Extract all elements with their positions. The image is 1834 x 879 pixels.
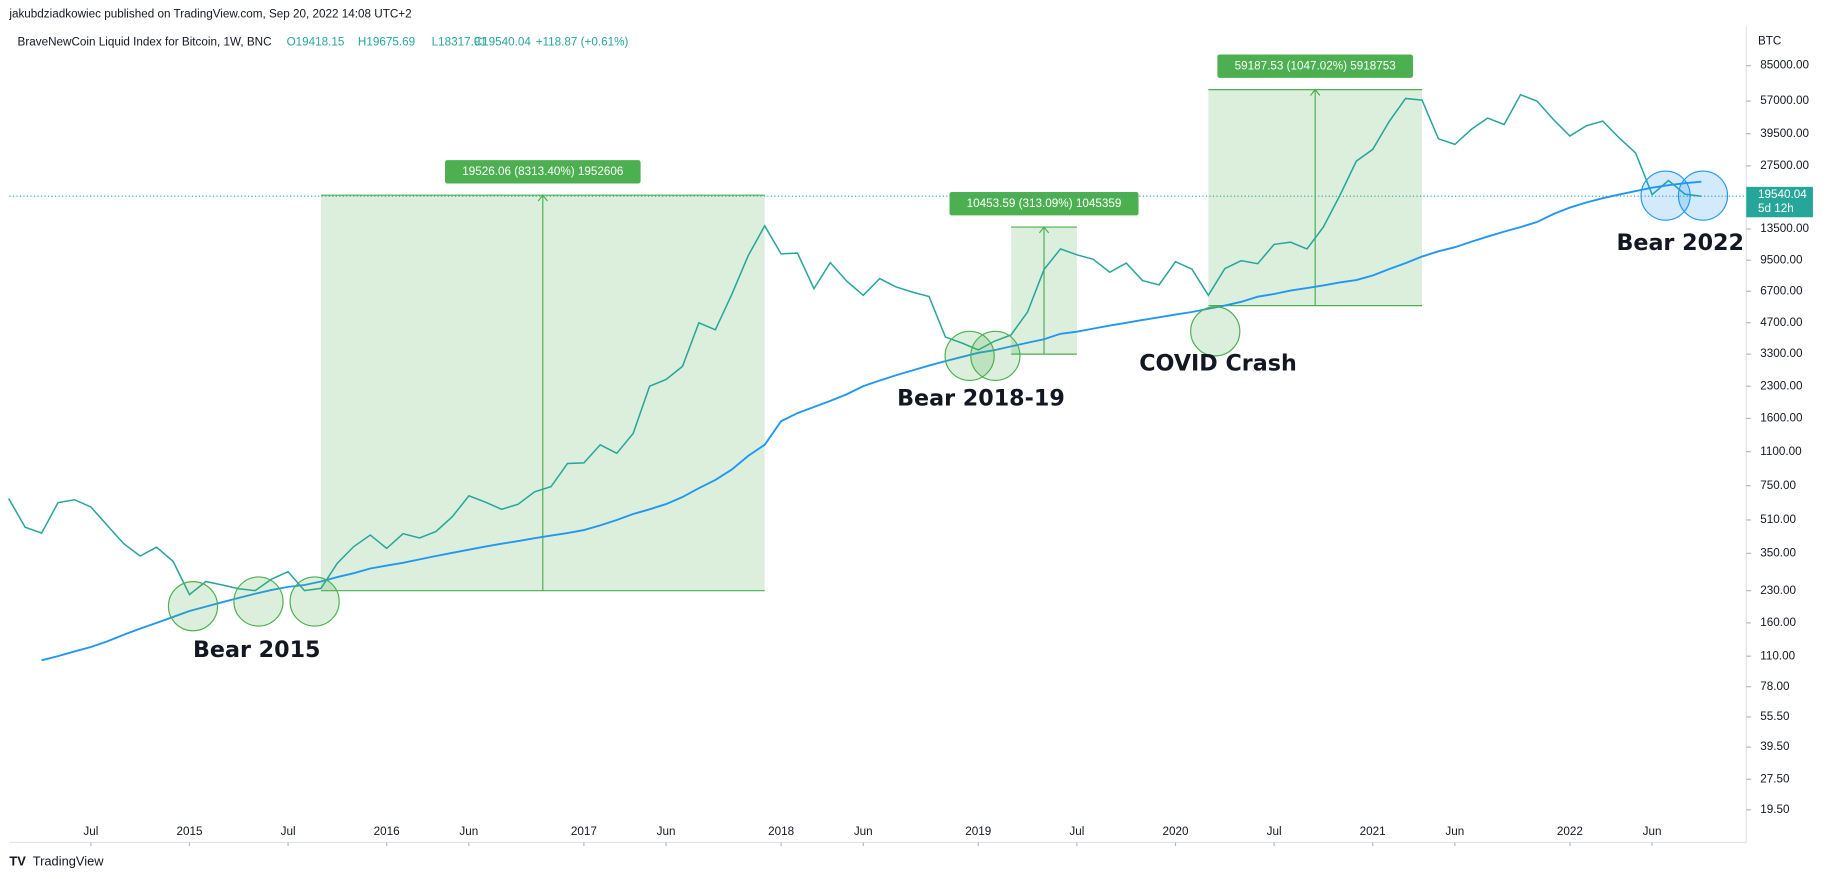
plot: 85000.00 57000.00 39500.00 27500.00 13500.00… xyxy=(7,54,1810,846)
y-tick-label: 1100.00 xyxy=(1760,445,1802,458)
circle xyxy=(1677,170,1729,221)
y-tick-label: 19.50 xyxy=(1760,803,1790,816)
published: jakubdziadkowiec published on TradingVie… xyxy=(8,7,411,20)
y-tick-label: 3300.00 xyxy=(1760,347,1803,360)
x-tick-label: 2017 xyxy=(571,825,597,838)
open: O19418.15 xyxy=(287,36,345,49)
y-tick-label: 4700.00 xyxy=(1760,316,1803,329)
series-line xyxy=(41,180,1702,662)
circle xyxy=(289,576,340,627)
x-tick-label: Jun xyxy=(657,825,676,838)
y-tick-label: 27500.00 xyxy=(1760,159,1809,172)
y-tick-label: 13500.00 xyxy=(1760,222,1809,235)
y-tick-label: 27.50 xyxy=(1760,772,1790,785)
x-tick-label: 2018 xyxy=(768,825,794,838)
footer: TradingView xyxy=(33,854,104,869)
x-tick-label: Jun xyxy=(459,825,478,838)
annotation: Bear 2015 xyxy=(193,637,321,663)
y-tick-label: 750.00 xyxy=(1760,479,1796,492)
y-tick-label: 39.50 xyxy=(1760,740,1790,753)
x-tick-label: Jun xyxy=(1643,825,1662,838)
x-tick-label: 2021 xyxy=(1360,825,1386,838)
y-tick-label: 350.00 xyxy=(1760,546,1796,559)
y-tick-label: 78.00 xyxy=(1760,680,1790,693)
circle xyxy=(970,330,1021,382)
last-price-bg xyxy=(1746,186,1813,218)
annotation: Bear 2022 xyxy=(1616,230,1744,256)
circle xyxy=(1640,170,1691,221)
measure-label: 10453.59 (313.09%) 1045359 xyxy=(967,197,1122,210)
x-tick-label: Jun xyxy=(1445,825,1464,838)
annotation: Bear 2018-19 xyxy=(897,386,1065,412)
countdown: 5d 12h xyxy=(1758,202,1794,215)
arrow-head xyxy=(1310,88,1321,96)
measure-label-bg xyxy=(1217,54,1413,78)
circles xyxy=(167,170,1729,632)
arrow-head xyxy=(1038,226,1050,234)
close: C19540.04 xyxy=(474,36,532,49)
y-tick-label: 230.00 xyxy=(1760,584,1796,597)
x-tick-label: Jul xyxy=(281,825,296,838)
logo: TV xyxy=(9,854,26,869)
circle xyxy=(944,330,995,382)
y-unit: BTC xyxy=(1758,34,1781,47)
measure-label-bg xyxy=(445,160,641,184)
x-tick-label: 2020 xyxy=(1162,825,1189,838)
circle xyxy=(233,576,284,627)
annotation: COVID Crash xyxy=(1139,351,1297,377)
x-tick-label: 2015 xyxy=(176,825,203,838)
low: L18317.91 xyxy=(432,36,487,49)
x-tick-label: Jul xyxy=(1267,825,1282,838)
arrow-head xyxy=(537,194,548,202)
x-tick-label: 2022 xyxy=(1557,825,1583,838)
symbol: BraveNewCoin Liquid Index for Bitcoin, 1… xyxy=(18,36,272,49)
y-tick-label: 85000.00 xyxy=(1760,59,1809,72)
series-line xyxy=(7,93,1702,596)
measure-label: 19526.06 (8313.40%) 1952606 xyxy=(462,165,623,178)
x-tick-label: Jul xyxy=(1069,825,1084,838)
high: H19675.69 xyxy=(358,36,415,49)
x-tick-label: Jun xyxy=(854,825,873,838)
last-price-label: 19540.04 xyxy=(1758,188,1807,201)
y-tick-label: 39500.00 xyxy=(1760,127,1809,140)
y-tick-label: 1600.00 xyxy=(1760,412,1803,425)
measure-label-bg xyxy=(949,191,1139,216)
y-tick-label: 57000.00 xyxy=(1760,94,1809,107)
change: +118.87 (+0.61%) xyxy=(536,36,629,49)
y-tick-label: 6700.00 xyxy=(1760,284,1803,297)
measure-label: 59187.53 (1047.02%) 5918753 xyxy=(1235,59,1396,72)
circle xyxy=(1190,306,1241,357)
y-tick-label: 160.00 xyxy=(1760,616,1796,629)
y-tick-label: 510.00 xyxy=(1760,513,1796,526)
y-tick-label: 55.50 xyxy=(1760,710,1790,723)
x-tick-label: Jul xyxy=(83,825,98,838)
x-tick-label: 2016 xyxy=(374,825,400,838)
y-tick-label: 9500.00 xyxy=(1760,253,1803,266)
circle xyxy=(167,581,219,632)
y-tick-label: 2300.00 xyxy=(1760,379,1803,392)
y-tick-label: 110.00 xyxy=(1760,649,1795,662)
x-tick-label: 2019 xyxy=(965,825,991,838)
